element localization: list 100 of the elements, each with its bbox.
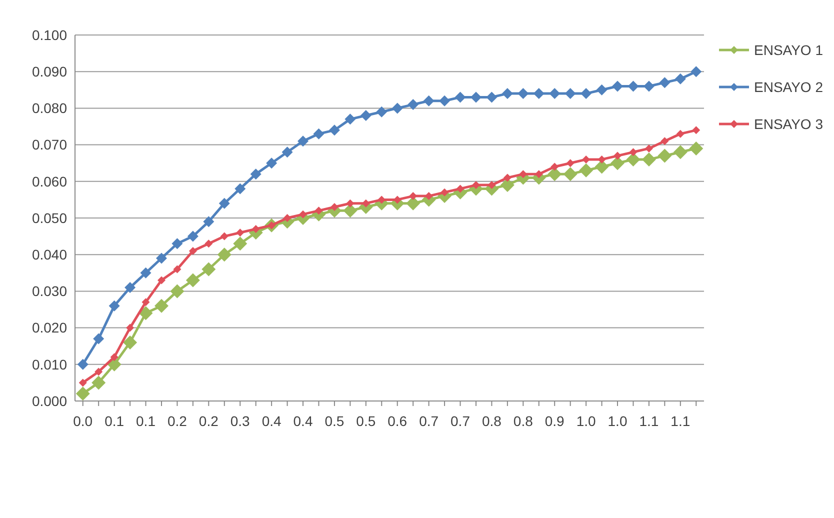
point	[188, 246, 197, 255]
point	[518, 88, 529, 100]
x-tick-label: 0.2	[198, 413, 219, 429]
point	[406, 196, 420, 210]
point	[236, 228, 244, 237]
x-tick-label: 1.1	[670, 413, 690, 429]
y-tick-label: 0.030	[32, 283, 68, 300]
point	[202, 262, 216, 276]
x-tick-label: 1.0	[608, 413, 628, 429]
x-tick-label: 0.1	[104, 413, 124, 429]
point	[628, 80, 639, 92]
y-tick-label: 0.090	[32, 64, 68, 80]
point	[614, 152, 622, 160]
point	[266, 158, 278, 169]
point	[658, 148, 672, 163]
x-tick-label: 0.8	[482, 413, 502, 429]
point	[626, 152, 640, 166]
point	[550, 162, 559, 171]
point	[218, 198, 230, 209]
point	[690, 66, 702, 78]
point	[564, 88, 576, 100]
point	[689, 141, 704, 156]
point	[343, 204, 358, 218]
point	[157, 276, 166, 284]
point	[124, 282, 136, 294]
point	[234, 183, 246, 194]
point	[314, 206, 323, 215]
point	[173, 265, 182, 274]
point	[439, 95, 450, 106]
point	[454, 92, 466, 103]
point	[204, 240, 213, 248]
y-tick-label: 0.060	[32, 173, 68, 190]
y-tick-label: 0.080	[32, 100, 68, 116]
point	[533, 88, 544, 100]
point	[123, 335, 138, 350]
point	[328, 124, 340, 136]
x-tick-label: 0.7	[450, 413, 470, 429]
point	[502, 88, 513, 100]
point	[563, 167, 578, 182]
point	[140, 267, 152, 278]
point	[108, 300, 120, 312]
point	[233, 236, 248, 251]
point	[676, 130, 684, 138]
point	[142, 298, 150, 306]
point	[644, 144, 653, 152]
point	[217, 248, 232, 262]
point	[674, 73, 686, 84]
point	[346, 199, 354, 208]
x-tick-label: 0.4	[262, 413, 282, 429]
point	[76, 386, 90, 401]
point	[282, 146, 293, 158]
point	[376, 106, 388, 118]
point	[93, 333, 104, 344]
y-tick-label: 0.040	[32, 246, 68, 262]
point	[330, 203, 338, 212]
point	[94, 368, 103, 376]
x-tick-label: 0.7	[419, 413, 439, 429]
y-tick-label: 0.000	[32, 392, 68, 409]
point	[313, 128, 324, 140]
point	[642, 152, 656, 166]
point	[566, 159, 574, 168]
point	[110, 353, 118, 362]
point	[170, 284, 184, 298]
point	[344, 114, 356, 125]
point	[673, 145, 688, 160]
point	[187, 230, 198, 242]
point	[629, 148, 638, 156]
point	[470, 92, 482, 103]
point	[594, 160, 609, 174]
point	[77, 358, 88, 370]
x-tick-label: 0.5	[356, 413, 376, 429]
point	[692, 126, 700, 134]
x-tick-label: 1.1	[639, 413, 659, 429]
legend-label: ENSAYO 1	[754, 42, 824, 58]
point	[360, 110, 372, 122]
y-tick-label: 0.100	[32, 26, 68, 43]
x-tick-label: 0.8	[513, 413, 534, 429]
x-tick-label: 0.2	[167, 413, 188, 429]
x-tick-label: 0.9	[544, 413, 565, 429]
point	[126, 324, 134, 332]
point	[596, 84, 608, 96]
point	[660, 137, 669, 146]
point	[92, 376, 106, 390]
point	[486, 92, 498, 103]
point	[643, 80, 654, 92]
point	[580, 88, 592, 100]
point	[579, 163, 594, 178]
x-tick-label: 0.6	[388, 413, 408, 429]
x-tick-label: 0.0	[73, 413, 93, 429]
point	[549, 88, 560, 100]
x-tick-label: 0.5	[324, 413, 344, 429]
x-tick-label: 0.3	[230, 413, 250, 429]
point	[472, 181, 480, 190]
point	[488, 181, 496, 190]
x-tick-label: 0.1	[136, 413, 156, 429]
y-tick-label: 0.020	[32, 320, 68, 336]
point	[138, 306, 153, 320]
point	[500, 178, 514, 192]
point	[154, 298, 168, 313]
point	[220, 232, 228, 240]
